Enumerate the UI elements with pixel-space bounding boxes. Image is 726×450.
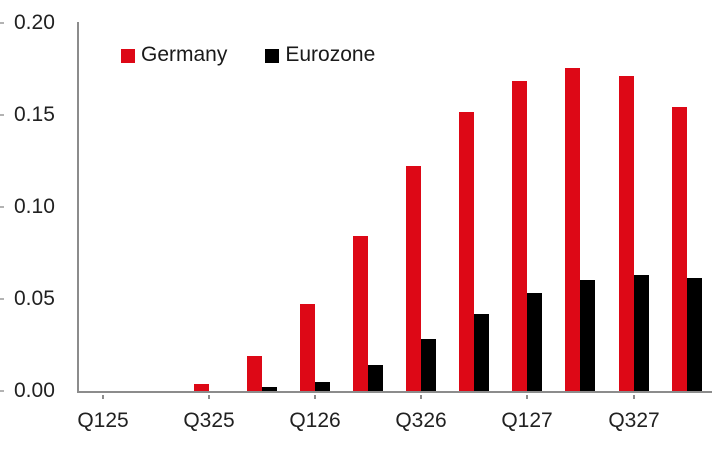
bar-germany-q327 bbox=[619, 76, 634, 391]
bar-germany-q226 bbox=[353, 236, 368, 391]
y-axis-edge-tick bbox=[0, 390, 4, 392]
x-axis-tick-label: Q127 bbox=[501, 409, 553, 432]
x-axis-tick-label: Q326 bbox=[395, 409, 447, 432]
y-axis-edge-tick bbox=[0, 298, 4, 300]
y-axis-tick-label: 0.15 bbox=[14, 103, 55, 126]
x-axis-tick bbox=[208, 395, 210, 399]
x-axis-tick-label: Q327 bbox=[608, 409, 660, 432]
y-axis-tick-label: 0.05 bbox=[14, 287, 55, 310]
x-axis-tick bbox=[314, 395, 316, 399]
y-axis-tick-label: 0.00 bbox=[14, 379, 55, 402]
bar-germany-q425 bbox=[247, 356, 262, 391]
x-axis-tick bbox=[420, 395, 422, 399]
bar-eurozone-q226 bbox=[368, 365, 383, 391]
bar-eurozone-q425 bbox=[262, 387, 277, 391]
bar-germany-q427 bbox=[672, 107, 687, 391]
bar-eurozone-q427 bbox=[687, 278, 702, 391]
x-axis-tick bbox=[633, 395, 635, 399]
bar-germany-q227 bbox=[565, 68, 580, 391]
y-axis-tick-label: 0.10 bbox=[14, 195, 55, 218]
x-axis-tick-label: Q325 bbox=[183, 409, 235, 432]
bar-germany-q126 bbox=[300, 304, 315, 391]
bar-eurozone-q227 bbox=[580, 280, 595, 391]
x-axis-tick bbox=[102, 395, 104, 399]
y-axis-edge-tick bbox=[0, 114, 4, 116]
legend-item-germany: Germany bbox=[121, 44, 227, 66]
y-axis-tick-label: 0.20 bbox=[14, 11, 55, 34]
bar-eurozone-q126 bbox=[315, 382, 330, 391]
bar-eurozone-q127 bbox=[527, 293, 542, 391]
legend-item-eurozone: Eurozone bbox=[265, 44, 375, 66]
y-axis-edge-tick bbox=[0, 206, 4, 208]
x-axis-tick-label: Q126 bbox=[289, 409, 341, 432]
bar-germany-q325 bbox=[194, 384, 209, 391]
bar-germany-q426 bbox=[459, 112, 474, 391]
x-axis-tick bbox=[526, 395, 528, 399]
chart-legend: Germany Eurozone bbox=[121, 44, 375, 66]
germany-swatch-icon bbox=[121, 48, 135, 63]
bar-eurozone-q326 bbox=[421, 339, 436, 391]
eurozone-swatch-icon bbox=[265, 48, 280, 63]
bar-germany-q326 bbox=[406, 166, 421, 391]
bar-eurozone-q426 bbox=[474, 314, 489, 391]
plot-area bbox=[77, 22, 712, 393]
y-axis-edge-tick bbox=[0, 22, 4, 24]
x-axis-tick-label: Q125 bbox=[77, 409, 129, 432]
bar-eurozone-q327 bbox=[634, 275, 649, 391]
legend-label-eurozone: Eurozone bbox=[285, 43, 376, 66]
bar-germany-q127 bbox=[512, 81, 527, 391]
legend-label-germany: Germany bbox=[141, 43, 228, 66]
